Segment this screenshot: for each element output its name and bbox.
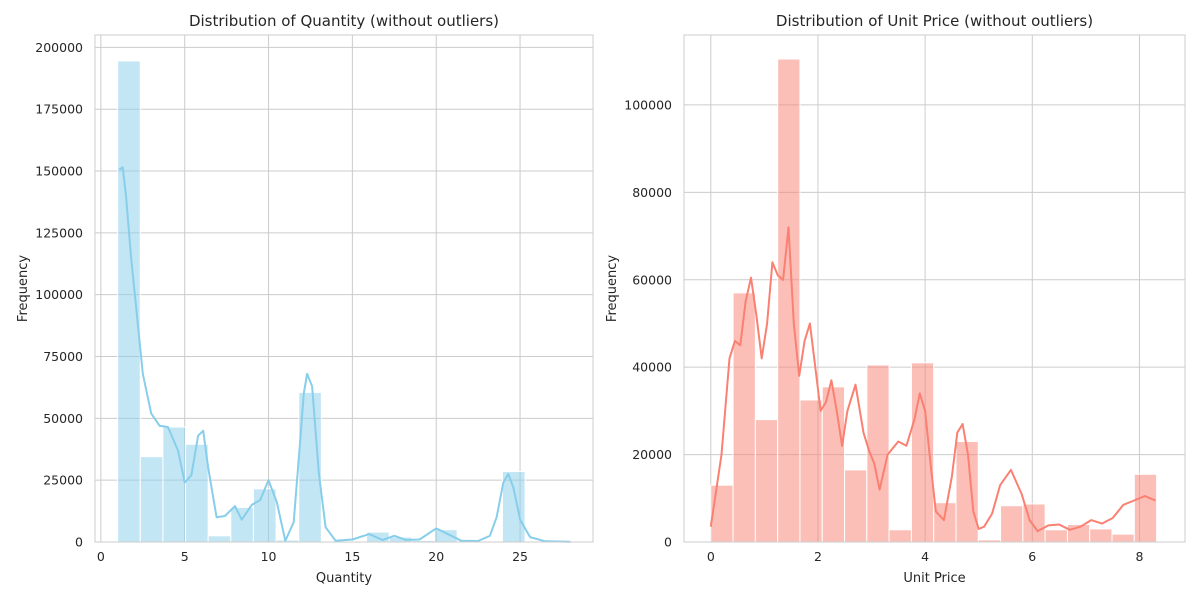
- unit-price-x-tick-label: 8: [1135, 549, 1143, 564]
- unit-price-histogram-bar: [732, 292, 756, 543]
- quantity-x-tick-label: 0: [97, 549, 105, 564]
- unit-price-histogram-bar: [1133, 473, 1158, 543]
- quantity-histogram-bar: [207, 535, 232, 543]
- unit-price-plot-frame: [683, 34, 1186, 543]
- unit-price-histogram-bar: [777, 58, 801, 543]
- unit-price-histogram-bar: [844, 469, 868, 543]
- unit-price-histogram-bar: [888, 529, 912, 543]
- unit-price-histogram-panel: 0 20000 40000 60000 80000 100000 0 2 4 6 8 Distribu…: [605, 12, 1186, 586]
- unit-price-histogram-bar: [1044, 529, 1068, 543]
- quantity-y-tick-label: 150000: [35, 164, 83, 179]
- unit-price-y-tick-label: 40000: [632, 360, 672, 375]
- unit-price-x-tick-label: 0: [707, 549, 715, 564]
- unit-price-histogram-bar: [821, 386, 846, 543]
- quantity-x-tick-label: 20: [428, 549, 444, 564]
- quantity-y-tick-label: 200000: [35, 40, 83, 55]
- unit-price-chart-title: Distribution of Unit Price (without outl…: [776, 12, 1093, 30]
- quantity-histogram-bar: [501, 471, 526, 543]
- quantity-histogram-bar: [434, 529, 458, 543]
- unit-price-x-tick-label: 6: [1028, 549, 1036, 564]
- unit-price-histogram-bar: [1089, 528, 1113, 543]
- unit-price-histogram-bar: [1111, 533, 1135, 543]
- unit-price-histogram-bar: [1000, 505, 1024, 543]
- unit-price-y-axis-label: Frequency: [605, 255, 620, 322]
- quantity-x-tick-label: 15: [344, 549, 360, 564]
- unit-price-histogram-bar: [710, 484, 734, 543]
- unit-price-kde-line: [709, 226, 1156, 533]
- unit-price-histogram-bar: [799, 399, 823, 543]
- quantity-histogram-panel: 0 25000 50000 75000 100000 125000 150000 175000…: [16, 12, 594, 586]
- unit-price-y-tick-label: 20000: [632, 447, 672, 462]
- unit-price-histogram-bar: [933, 502, 957, 543]
- quantity-histogram-bar: [252, 488, 277, 543]
- unit-price-x-axis-label: Unit Price: [903, 571, 965, 586]
- quantity-histogram-bar: [185, 443, 209, 543]
- unit-price-histogram-bar: [955, 440, 979, 543]
- quantity-y-tick-label: 50000: [43, 411, 83, 426]
- quantity-x-tick-label: 5: [181, 549, 189, 564]
- quantity-plot-frame: [94, 34, 594, 543]
- quantity-y-tick-label: 75000: [43, 349, 83, 364]
- quantity-y-tick-label: 175000: [35, 102, 83, 117]
- quantity-histogram-bar: [117, 60, 141, 543]
- quantity-chart-title: Distribution of Quantity (without outlie…: [189, 12, 499, 30]
- quantity-histogram-bar: [139, 456, 164, 543]
- unit-price-x-tick-label: 2: [814, 549, 822, 564]
- quantity-y-tick-label: 25000: [43, 473, 83, 488]
- quantity-x-tick-label: 25: [512, 549, 528, 564]
- unit-price-x-tick-label: 4: [921, 549, 929, 564]
- quantity-y-tick-label: 0: [75, 535, 83, 550]
- quantity-x-tick-label: 10: [261, 549, 277, 564]
- quantity-histogram-bar: [230, 506, 254, 543]
- unit-price-y-tick-label: 60000: [632, 272, 672, 287]
- quantity-y-tick-label: 100000: [35, 287, 83, 302]
- quantity-x-axis-label: Quantity: [316, 571, 372, 586]
- unit-price-y-tick-label: 0: [664, 535, 672, 550]
- quantity-y-tick-label: 125000: [35, 225, 83, 240]
- quantity-kde-line: [118, 166, 571, 543]
- unit-price-y-tick-label: 80000: [632, 185, 672, 200]
- unit-price-y-tick-label: 100000: [624, 97, 672, 112]
- unit-price-histogram-bar: [754, 419, 779, 543]
- quantity-y-axis-label: Frequency: [16, 255, 31, 322]
